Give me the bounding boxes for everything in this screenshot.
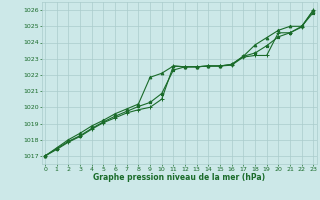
X-axis label: Graphe pression niveau de la mer (hPa): Graphe pression niveau de la mer (hPa) <box>93 173 265 182</box>
